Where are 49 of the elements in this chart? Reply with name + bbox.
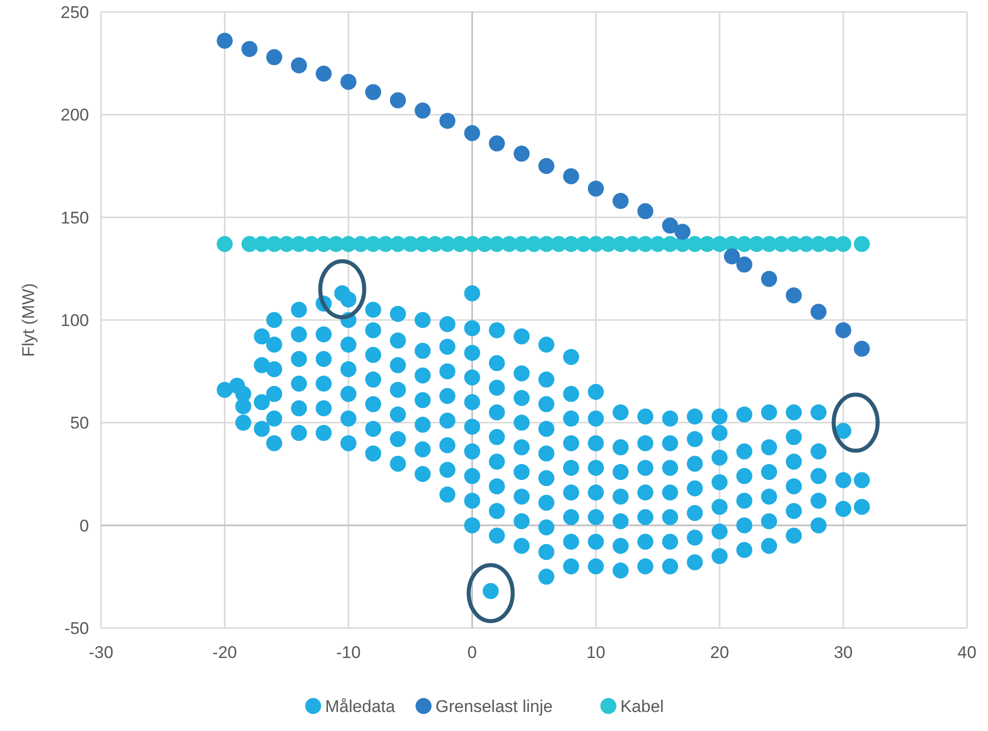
y-tick-label: 50 <box>70 414 89 433</box>
point <box>786 287 802 304</box>
point <box>439 112 456 129</box>
point <box>216 236 233 252</box>
point <box>761 270 778 287</box>
point <box>835 322 852 338</box>
point <box>216 32 233 49</box>
point <box>316 66 332 82</box>
point <box>390 92 406 108</box>
point <box>810 304 827 320</box>
point <box>637 203 654 220</box>
point <box>266 49 282 66</box>
x-tick-label: 20 <box>710 643 730 662</box>
x-tick-label: 0 <box>467 643 477 662</box>
point <box>854 236 870 252</box>
y-tick-label: 250 <box>60 3 89 22</box>
x-tick-label: -20 <box>212 643 238 662</box>
y-tick-label: 100 <box>60 311 89 330</box>
point <box>514 146 530 162</box>
point <box>854 340 870 357</box>
point <box>290 57 307 74</box>
point <box>340 74 356 90</box>
point <box>835 236 852 252</box>
point <box>365 84 382 100</box>
legend-label: Grenselast linje <box>436 697 553 716</box>
x-tick-label: 10 <box>586 643 606 662</box>
y-tick-label: 0 <box>80 516 89 536</box>
x-tick-label: 40 <box>958 643 976 662</box>
legend-label: Kabel <box>620 697 664 716</box>
y-axis-title: Flyt (MW) <box>19 283 38 357</box>
legend-label: Måledata <box>325 697 396 716</box>
y-tick-label: -50 <box>64 619 89 638</box>
point <box>662 218 678 234</box>
point <box>563 168 580 184</box>
y-tick-label: 150 <box>60 208 89 228</box>
point <box>736 256 752 273</box>
point <box>414 102 431 119</box>
point <box>488 135 505 152</box>
point <box>674 224 690 240</box>
point <box>724 248 740 264</box>
x-tick-label: -30 <box>88 643 114 662</box>
point <box>538 158 554 174</box>
point <box>464 125 480 142</box>
y-tick-label: 200 <box>60 106 89 125</box>
point <box>241 40 258 57</box>
x-tick-label: -10 <box>336 643 361 662</box>
x-tick-label: 30 <box>834 643 853 662</box>
point <box>612 192 629 209</box>
point <box>588 180 604 197</box>
